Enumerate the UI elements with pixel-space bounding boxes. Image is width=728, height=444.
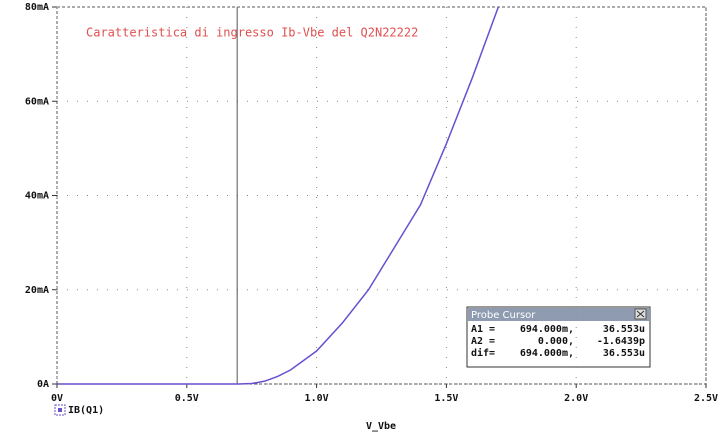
cursor-title: Probe Cursor xyxy=(471,310,536,321)
probe-cursor[interactable]: Probe Cursor xyxy=(466,306,651,368)
x-tick-label: 0.5V xyxy=(175,393,199,404)
cursor-value: 694.000m, xyxy=(520,348,574,359)
y-tick-label: 40mA xyxy=(25,191,49,202)
x-tick-label: 1.0V xyxy=(305,393,329,404)
series-line xyxy=(57,6,500,385)
y-tick-label: 80mA xyxy=(25,2,49,13)
cursor-value: A1 = xyxy=(471,324,495,335)
y-tick-label: 0A xyxy=(37,379,49,390)
plot-frame xyxy=(56,6,707,385)
cursor-titlebar xyxy=(468,308,649,321)
x-tick-label: 0V xyxy=(51,393,63,404)
x-axis-label: V_Vbe xyxy=(366,421,396,432)
cursor-value: 694.000m, xyxy=(520,324,574,335)
cursor-value: -1.6439p xyxy=(597,336,645,347)
x-tick-label: 2.5V xyxy=(694,393,718,404)
cursor-value: 0.000, xyxy=(538,336,574,347)
cursor-value: dif= xyxy=(471,347,495,359)
cursor-value: 36.553u xyxy=(603,324,645,335)
chart-title: Caratteristica di ingresso Ib-Vbe del Q2… xyxy=(86,26,418,40)
y-tick-label: 20mA xyxy=(25,285,49,296)
x-tick-label: 1.5V xyxy=(434,393,458,404)
cursor-value: 36.553u xyxy=(603,348,645,359)
legend-symbol xyxy=(54,404,66,416)
x-tick-label: 2.0V xyxy=(564,393,588,404)
cursor-value: A2 = xyxy=(471,336,495,347)
close-icon xyxy=(636,310,645,318)
legend-label: IB(Q1) xyxy=(68,405,104,416)
y-tick-label: 60mA xyxy=(25,96,49,107)
legend-dot xyxy=(58,408,62,412)
